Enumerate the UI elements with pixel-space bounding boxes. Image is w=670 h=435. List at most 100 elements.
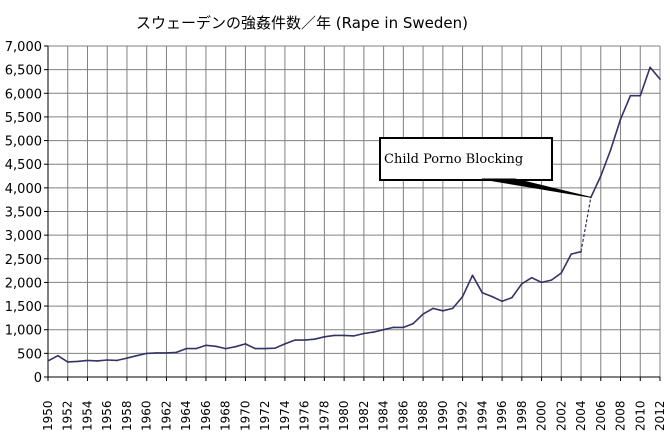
data-point: [629, 94, 632, 97]
data-point: [66, 361, 69, 363]
data-point: [353, 335, 355, 337]
data-point: [442, 310, 444, 312]
x-axis-ticks: 1950 1952 1954 1956 1958 1960 1962 1964 1966 1968…: [41, 377, 667, 431]
data-point: [363, 332, 365, 335]
y-tick-label: 2,500: [5, 253, 42, 268]
data-point: [599, 175, 602, 177]
data-point: [461, 295, 464, 298]
data-point: [195, 347, 197, 350]
data-point: [560, 272, 563, 274]
x-tick-label: 1984: [377, 400, 391, 431]
x-tick-label: 2002: [554, 400, 568, 431]
x-tick-label: 1958: [120, 400, 134, 431]
x-tick-label: 1990: [436, 400, 450, 431]
x-tick-label: 2006: [594, 400, 608, 431]
y-axis-ticks: 0 500 1,000 1,500 2,000 2,500 3,000 3,500 4,000 4…: [5, 40, 48, 386]
data-point: [333, 334, 336, 337]
data-point: [451, 307, 454, 310]
x-tick-label: 1992: [456, 400, 470, 431]
callout-box: [379, 137, 553, 181]
data-point: [570, 253, 572, 255]
data-point: [215, 345, 217, 348]
data-point: [580, 250, 582, 253]
data-point: [303, 339, 306, 341]
y-tick-label: 6,500: [5, 64, 42, 79]
data-point: [422, 313, 424, 315]
data-point: [244, 343, 247, 345]
y-tick-label: 5,000: [5, 135, 42, 150]
data-point: [145, 352, 148, 355]
data-point: [432, 307, 434, 310]
data-point: [313, 338, 316, 340]
data-point: [511, 296, 513, 299]
data-point: [501, 300, 503, 303]
y-tick-label: 2,000: [5, 276, 42, 291]
x-tick-label: 2008: [614, 400, 628, 431]
data-point: [402, 326, 405, 329]
x-tick-label: 1998: [515, 400, 529, 431]
y-tick-label: 6,000: [5, 87, 42, 102]
y-tick-label: 3,500: [5, 206, 42, 221]
x-tick-label: 1988: [416, 400, 430, 431]
callout-annotation: Child Porno Blocking: [379, 137, 592, 198]
x-tick-label: 2010: [633, 400, 647, 431]
data-point: [254, 347, 257, 350]
data-point: [116, 359, 118, 362]
data-point: [540, 281, 543, 284]
data-point: [293, 339, 296, 341]
y-tick-label: 4,000: [5, 182, 42, 197]
x-tick-label: 1960: [140, 400, 154, 431]
x-tick-label: 1964: [179, 400, 193, 431]
y-tick-label: 0: [34, 371, 42, 386]
x-tick-label: 1954: [80, 400, 94, 431]
data-point: [323, 336, 326, 338]
y-tick-label: 5,500: [5, 111, 42, 126]
y-tick-label: 7,000: [5, 40, 42, 55]
series-line-1: [580, 197, 592, 252]
x-tick-label: 1962: [159, 400, 173, 431]
y-tick-label: 500: [17, 347, 42, 362]
data-point: [392, 326, 395, 329]
x-tick-label: 1966: [199, 400, 213, 431]
gridlines: [48, 45, 661, 377]
data-point: [47, 360, 49, 362]
x-tick-label: 1976: [298, 400, 312, 431]
x-tick-label: 1978: [317, 400, 331, 431]
data-point: [491, 295, 493, 298]
x-tick-label: 1974: [278, 400, 292, 431]
x-tick-label: 1996: [495, 400, 509, 431]
data-point: [521, 283, 523, 285]
data-point: [126, 357, 128, 359]
data-point: [185, 347, 187, 350]
data-point: [96, 360, 99, 362]
data-point: [412, 322, 415, 325]
data-point: [284, 343, 286, 345]
x-tick-label: 1986: [396, 400, 410, 431]
data-point: [530, 276, 533, 279]
y-tick-label: 4,500: [5, 158, 42, 173]
data-point: [274, 347, 276, 349]
data-point: [106, 359, 109, 361]
y-tick-label: 1,000: [5, 324, 42, 339]
x-tick-label: 1994: [475, 400, 489, 431]
data-point: [155, 352, 158, 354]
data-point: [86, 359, 89, 362]
x-tick-label: 2004: [574, 400, 588, 431]
data-point: [550, 279, 553, 281]
chart-title: スウェーデンの強姦件数／年 (Rape in Sweden): [136, 14, 468, 32]
x-tick-label: 1968: [219, 400, 233, 431]
data-point: [264, 347, 266, 350]
x-tick-label: 2012: [653, 400, 667, 431]
data-point: [481, 292, 484, 294]
data-point: [175, 351, 178, 354]
data-point: [205, 344, 207, 347]
data-point: [619, 118, 622, 121]
x-tick-label: 1952: [61, 400, 75, 431]
data-point: [343, 334, 345, 337]
data-point: [136, 354, 138, 357]
series-line-2: [590, 66, 661, 198]
data-point: [372, 331, 375, 333]
data-point: [224, 347, 227, 350]
x-tick-label: 2000: [535, 400, 549, 431]
